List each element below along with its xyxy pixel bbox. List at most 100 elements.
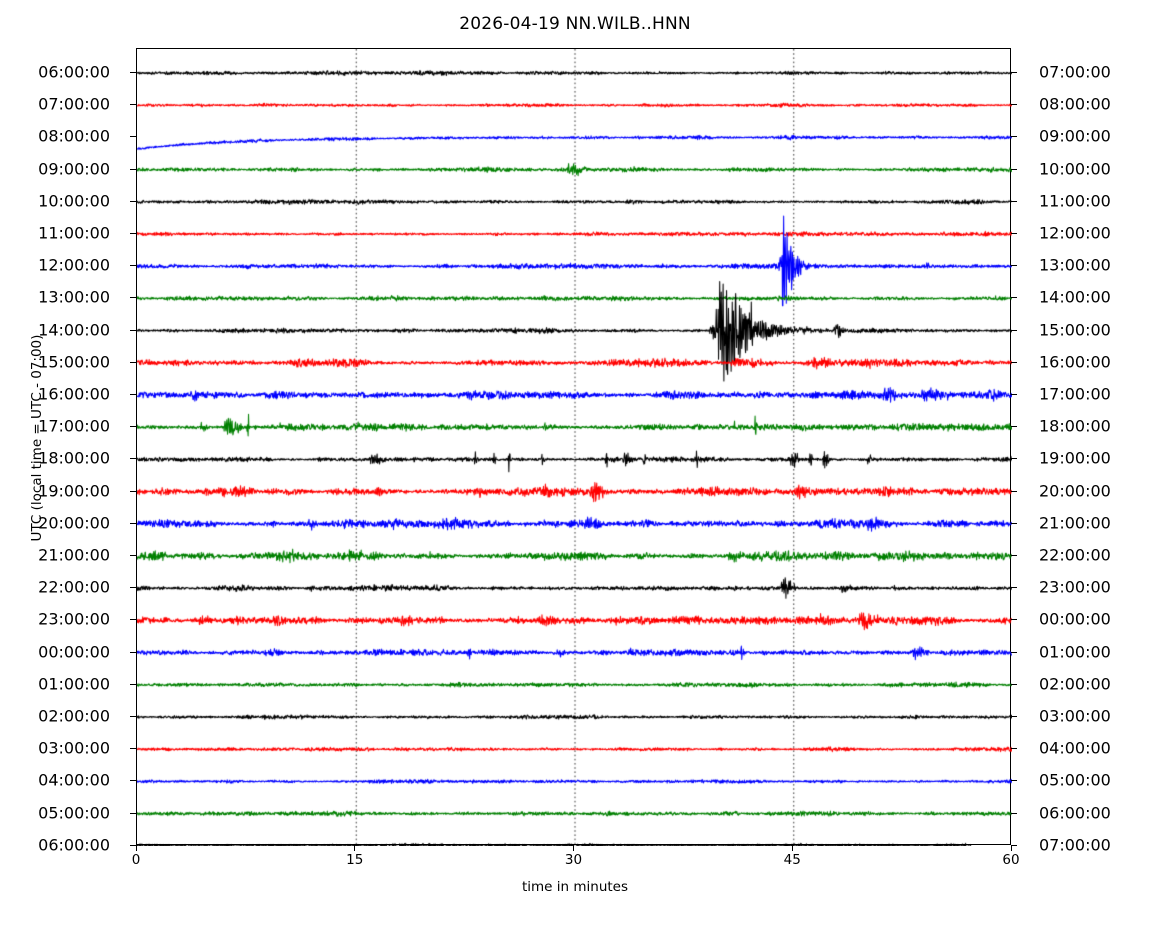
- y-tick-label-left: 16:00:00: [38, 384, 110, 404]
- y-tick-label-left: 12:00:00: [38, 255, 110, 275]
- y-tick-mark-left: [130, 683, 136, 685]
- y-tick-mark-right: [1011, 104, 1017, 106]
- seismogram-canvas: [137, 49, 1012, 846]
- y-tick-mark-left: [130, 233, 136, 235]
- x-axis-ticks: 0 15 30 45 60: [0, 852, 1150, 876]
- y-tick-label-right: 18:00:00: [1039, 416, 1111, 436]
- y-tick-mark-left: [130, 265, 136, 267]
- y-tick-label-right: 20:00:00: [1039, 481, 1111, 501]
- y-tick-label-left: 07:00:00: [38, 94, 110, 114]
- y-tick-mark-right: [1011, 297, 1017, 299]
- y-tick-label-left: 03:00:00: [38, 738, 110, 758]
- y-tick-label-right: 07:00:00: [1039, 835, 1111, 855]
- y-tick-label-left: 20:00:00: [38, 513, 110, 533]
- y-tick-mark-right: [1011, 265, 1017, 267]
- y-tick-mark-right: [1011, 72, 1017, 74]
- y-tick-label-right: 11:00:00: [1039, 191, 1111, 211]
- y-tick-label-right: 19:00:00: [1039, 448, 1111, 468]
- y-tick-mark-right: [1011, 490, 1017, 492]
- x-tick-mark: [354, 845, 356, 851]
- y-tick-label-right: 02:00:00: [1039, 674, 1111, 694]
- y-tick-label-right: 09:00:00: [1039, 126, 1111, 146]
- x-tick-label: 15: [346, 852, 364, 868]
- y-tick-mark-left: [130, 522, 136, 524]
- y-tick-label-right: 23:00:00: [1039, 577, 1111, 597]
- y-tick-label-left: 01:00:00: [38, 674, 110, 694]
- y-tick-mark-left: [130, 555, 136, 557]
- y-tick-mark-right: [1011, 555, 1017, 557]
- y-tick-mark-right: [1011, 233, 1017, 235]
- y-tick-mark-left: [130, 72, 136, 74]
- y-tick-mark-right: [1011, 748, 1017, 750]
- y-tick-mark-left: [130, 651, 136, 653]
- y-tick-label-left: 11:00:00: [38, 223, 110, 243]
- y-tick-mark-left: [130, 458, 136, 460]
- x-tick-label: 30: [564, 852, 583, 868]
- y-tick-mark-right: [1011, 716, 1017, 718]
- y-tick-mark-right: [1011, 394, 1017, 396]
- y-tick-label-right: 22:00:00: [1039, 545, 1111, 565]
- y-tick-label-right: 01:00:00: [1039, 642, 1111, 662]
- y-tick-mark-left: [130, 587, 136, 589]
- y-tick-mark-right: [1011, 168, 1017, 170]
- y-tick-mark-right: [1011, 844, 1017, 846]
- y-tick-label-right: 13:00:00: [1039, 255, 1111, 275]
- y-tick-label-right: 12:00:00: [1039, 223, 1111, 243]
- y-tick-mark-right: [1011, 200, 1017, 202]
- y-tick-label-left: 06:00:00: [38, 835, 110, 855]
- y-tick-mark-right: [1011, 780, 1017, 782]
- y-tick-label-left: 13:00:00: [38, 287, 110, 307]
- x-tick-mark: [1010, 845, 1012, 851]
- y-tick-label-left: 17:00:00: [38, 416, 110, 436]
- y-tick-label-right: 00:00:00: [1039, 609, 1111, 629]
- y-tick-label-right: 04:00:00: [1039, 738, 1111, 758]
- y-tick-label-left: 21:00:00: [38, 545, 110, 565]
- x-tick-label: 45: [783, 852, 801, 868]
- y-tick-mark-right: [1011, 136, 1017, 138]
- y-tick-label-left: 19:00:00: [38, 481, 110, 501]
- y-tick-mark-left: [130, 490, 136, 492]
- y-tick-label-left: 14:00:00: [38, 320, 110, 340]
- y-axis-title: UTC (local time = UTC - 07:00): [29, 334, 45, 542]
- y-tick-mark-left: [130, 844, 136, 846]
- y-tick-label-left: 10:00:00: [38, 191, 110, 211]
- y-tick-label-left: 00:00:00: [38, 642, 110, 662]
- y-tick-mark-right: [1011, 619, 1017, 621]
- y-tick-mark-right: [1011, 458, 1017, 460]
- y-tick-mark-left: [130, 812, 136, 814]
- y-tick-mark-right: [1011, 361, 1017, 363]
- y-tick-label-right: 16:00:00: [1039, 352, 1111, 372]
- y-tick-mark-right: [1011, 683, 1017, 685]
- y-tick-label-left: 02:00:00: [38, 706, 110, 726]
- plot-area: [136, 48, 1012, 846]
- y-tick-mark-right: [1011, 426, 1017, 428]
- y-tick-label-left: 05:00:00: [38, 803, 110, 823]
- y-tick-label-left: 04:00:00: [38, 770, 110, 790]
- y-tick-mark-left: [130, 168, 136, 170]
- x-tick-mark: [791, 845, 793, 851]
- y-tick-mark-right: [1011, 522, 1017, 524]
- y-tick-label-right: 08:00:00: [1039, 94, 1111, 114]
- y-tick-mark-right: [1011, 329, 1017, 331]
- y-tick-mark-right: [1011, 587, 1017, 589]
- y-tick-label-right: 17:00:00: [1039, 384, 1111, 404]
- y-tick-label-right: 10:00:00: [1039, 159, 1111, 179]
- y-axis-right-ticks: 07:00:00 08:00:00 09:00:00 10:00:00 11:00:00…: [1022, 0, 1150, 950]
- y-tick-mark-left: [130, 619, 136, 621]
- x-tick-label: 60: [1002, 852, 1020, 868]
- y-tick-label-left: 22:00:00: [38, 577, 110, 597]
- y-tick-mark-left: [130, 748, 136, 750]
- y-tick-mark-left: [130, 361, 136, 363]
- y-tick-label-left: 08:00:00: [38, 126, 110, 146]
- y-tick-mark-left: [130, 426, 136, 428]
- y-tick-label-right: 14:00:00: [1039, 287, 1111, 307]
- y-tick-label-right: 03:00:00: [1039, 706, 1111, 726]
- y-tick-label-right: 07:00:00: [1039, 62, 1111, 82]
- x-tick-label: 0: [131, 852, 141, 868]
- y-tick-mark-left: [130, 716, 136, 718]
- x-tick-mark: [573, 845, 575, 851]
- y-tick-mark-left: [130, 780, 136, 782]
- x-tick-mark: [135, 845, 137, 851]
- y-tick-mark-right: [1011, 651, 1017, 653]
- y-tick-mark-left: [130, 297, 136, 299]
